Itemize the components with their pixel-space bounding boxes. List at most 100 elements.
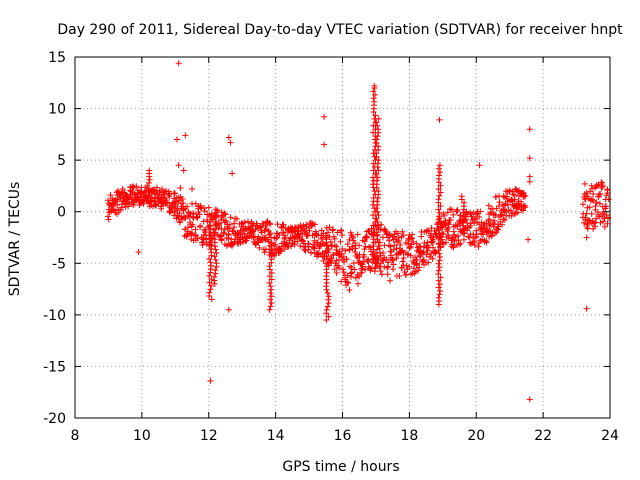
- spike-point: [374, 246, 381, 253]
- data-point: [378, 221, 385, 228]
- data-point: [339, 266, 346, 273]
- spike-point: [436, 281, 443, 288]
- data-point: [333, 243, 340, 250]
- spike-point: [435, 270, 442, 277]
- data-point: [350, 260, 357, 267]
- spike-point: [436, 264, 443, 271]
- spike-point: [437, 182, 444, 189]
- data-point: [391, 231, 398, 238]
- data-point: [403, 262, 410, 269]
- data-point: [424, 247, 431, 254]
- data-point: [163, 200, 170, 207]
- data-point: [297, 243, 304, 250]
- spike-point: [211, 229, 218, 236]
- data-point: [163, 187, 170, 194]
- data-point: [383, 231, 390, 238]
- data-point: [361, 246, 368, 253]
- data-point: [500, 216, 507, 223]
- data-point: [448, 237, 455, 244]
- spike-point: [323, 283, 330, 290]
- data-point: [168, 204, 175, 211]
- spike-point: [374, 208, 381, 215]
- data-point: [596, 191, 603, 198]
- spike-point: [208, 296, 215, 303]
- data-point: [601, 223, 608, 230]
- data-point: [466, 234, 473, 241]
- data-point: [111, 206, 118, 213]
- x-tick-label: 14: [267, 428, 285, 444]
- spike-point: [266, 306, 273, 313]
- spike-point: [146, 167, 153, 174]
- data-point: [104, 213, 111, 220]
- x-axis-label: GPS time / hours: [282, 459, 399, 475]
- data-point: [201, 205, 208, 212]
- data-point: [407, 271, 414, 278]
- data-point: [475, 243, 482, 250]
- data-point: [450, 244, 457, 251]
- data-point: [470, 209, 477, 216]
- outlier-point: [581, 180, 588, 187]
- spike-point: [266, 279, 273, 286]
- data-point: [330, 252, 337, 259]
- data-point: [109, 202, 116, 209]
- data-point: [409, 231, 416, 238]
- data-point: [410, 238, 417, 245]
- spike-point: [436, 230, 443, 237]
- spike-point: [372, 91, 379, 98]
- data-point: [262, 222, 269, 229]
- data-point: [347, 229, 354, 236]
- outlier-point: [526, 396, 533, 403]
- data-point: [227, 214, 234, 221]
- chart-title: Day 290 of 2011, Sidereal Day-to-day VTE…: [57, 22, 623, 38]
- spike-point: [325, 293, 332, 300]
- data-point: [362, 266, 369, 273]
- data-point: [377, 268, 384, 275]
- data-point: [220, 229, 227, 236]
- spike-point: [266, 246, 273, 253]
- data-point: [331, 235, 338, 242]
- data-point: [273, 230, 280, 237]
- spike-point: [436, 213, 443, 220]
- data-point: [318, 227, 325, 234]
- spike-point: [145, 179, 152, 186]
- data-point: [444, 228, 451, 235]
- data-point: [404, 240, 411, 247]
- data-point: [344, 280, 351, 287]
- data-point: [273, 235, 280, 242]
- data-point: [356, 273, 363, 280]
- spike-point: [267, 249, 274, 256]
- data-point: [379, 249, 386, 256]
- data-point: [597, 219, 604, 226]
- data-point: [591, 223, 598, 230]
- data-point: [346, 263, 353, 270]
- spike-point: [370, 129, 377, 136]
- data-point: [346, 286, 353, 293]
- data-point: [407, 252, 414, 259]
- data-point: [413, 260, 420, 267]
- data-point: [256, 244, 263, 251]
- outlier-point: [526, 155, 533, 162]
- spike-point: [372, 112, 379, 119]
- data-point: [272, 241, 279, 248]
- spike-point: [436, 243, 443, 250]
- data-point: [484, 229, 491, 236]
- spike-point: [461, 199, 468, 206]
- y-tick-label: 0: [57, 205, 66, 221]
- spike-point: [435, 260, 442, 267]
- spike-point: [211, 253, 218, 260]
- outlier-point: [189, 186, 196, 193]
- data-point: [340, 269, 347, 276]
- spike-point: [206, 279, 213, 286]
- data-point: [171, 190, 178, 197]
- spike-point: [374, 122, 381, 129]
- spike-point: [206, 256, 213, 263]
- spike-point: [435, 165, 442, 172]
- data-point: [393, 245, 400, 252]
- spike-point: [325, 229, 332, 236]
- data-point: [593, 215, 600, 222]
- data-point: [454, 208, 461, 215]
- data-point: [255, 239, 262, 246]
- spike-point: [213, 219, 220, 226]
- data-point: [124, 198, 131, 205]
- data-point: [180, 200, 187, 207]
